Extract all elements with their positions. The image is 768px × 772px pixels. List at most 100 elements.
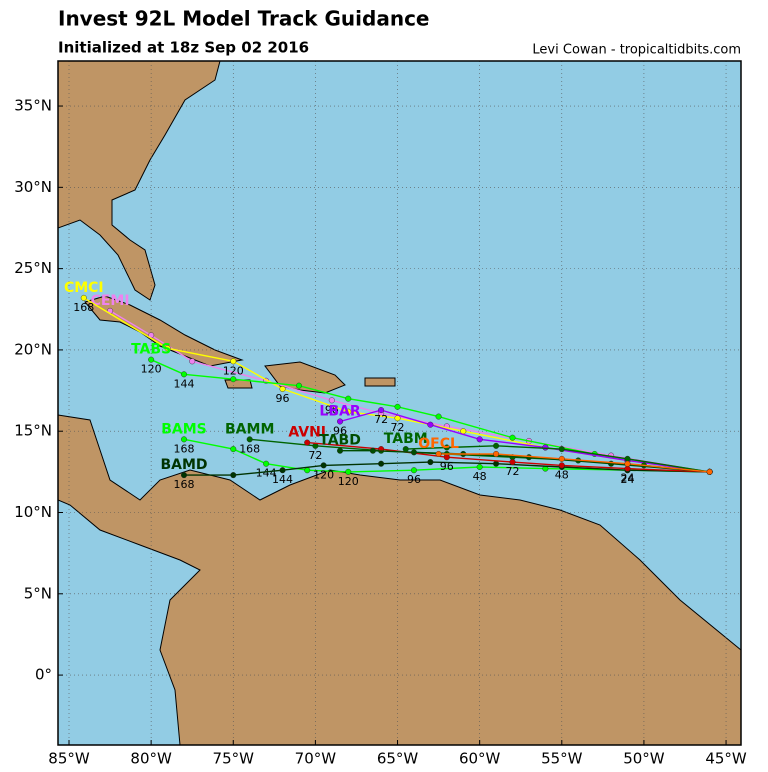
y-tick-label: 0°: [35, 666, 52, 684]
track-point: [476, 436, 483, 443]
track-point: [493, 442, 500, 449]
forecast-hour: 48: [555, 468, 569, 481]
model-label: BAMS: [161, 421, 207, 437]
plot-layer: 85°W 80°W 75°W 70°W 65°W 60°W 55°W 50°W 45°W 0° 5°…: [14, 61, 747, 768]
track-point: [410, 449, 417, 456]
cuba: [84, 295, 244, 367]
model-label: BAMM: [225, 421, 274, 437]
x-tick-label: 45°W: [705, 750, 747, 768]
track-point: [230, 446, 237, 453]
map-frame: [57, 60, 742, 746]
track-point: [80, 294, 87, 301]
track-point: [337, 418, 344, 425]
forecast-hour: 144: [173, 377, 194, 390]
y-tick-label: 30°N: [14, 178, 52, 196]
model-label: CEMI: [91, 293, 130, 309]
forecast-hour: 24: [620, 473, 634, 486]
forecast-hour: 96: [440, 460, 454, 473]
y-tick-label: 10°N: [14, 503, 52, 521]
track-point: [320, 462, 327, 469]
forecast-hour: 96: [333, 424, 347, 437]
model-label: BAMD: [160, 457, 207, 473]
model-label: TABD: [319, 433, 361, 449]
track-point: [328, 397, 335, 404]
track-point: [378, 407, 385, 414]
track-point: [345, 395, 352, 402]
track-point: [509, 434, 516, 441]
forecast-hour: 120: [313, 468, 334, 481]
forecast-hour: 144: [256, 467, 277, 480]
track-point: [246, 436, 253, 443]
track-point: [394, 403, 401, 410]
forecast-hour: 72: [391, 421, 405, 434]
track-line: [405, 445, 710, 473]
title: Invest 92L Model Track Guidance: [58, 7, 430, 31]
track-point: [304, 439, 311, 446]
track-point: [345, 408, 352, 415]
track-point: [706, 468, 713, 475]
track-point: [542, 444, 549, 451]
forecast-hour: 72: [308, 449, 322, 462]
track-point: [427, 459, 434, 466]
track-point: [148, 356, 155, 363]
x-tick-label: 70°W: [295, 750, 337, 768]
track-point: [304, 467, 311, 474]
forecast-hour: 120: [223, 364, 244, 377]
track-point: [189, 358, 196, 365]
forecast-hour: 168: [73, 301, 94, 314]
track-point: [279, 385, 286, 392]
x-tick-label: 55°W: [541, 750, 583, 768]
track-point: [230, 358, 237, 365]
track-point: [410, 467, 417, 474]
track-line: [184, 461, 710, 476]
track-point: [476, 463, 483, 470]
forecast-hour: 48: [473, 470, 487, 483]
x-tick-label: 85°W: [48, 750, 90, 768]
forecast-hour: 168: [173, 442, 194, 455]
model-label: TABS: [131, 342, 171, 358]
forecast-hour: 72: [506, 465, 520, 478]
model-label: AVNI: [288, 425, 326, 441]
x-tick-label: 60°W: [459, 750, 501, 768]
track-point: [263, 460, 270, 467]
x-tick-label: 80°W: [130, 750, 172, 768]
forecast-hour: 120: [338, 475, 359, 488]
track-point: [443, 444, 450, 451]
track-point: [230, 472, 237, 479]
model-label: LBAR: [319, 403, 360, 419]
track-point: [180, 371, 187, 378]
y-tick-label: 5°N: [24, 584, 52, 602]
central-south-america: [58, 414, 741, 745]
map-area: [58, 61, 741, 745]
track-point: [435, 413, 442, 420]
north-america: [58, 61, 221, 301]
subtitle: Initialized at 18z Sep 02 2016: [58, 39, 309, 57]
track-point: [427, 421, 434, 428]
track-point: [378, 460, 385, 467]
track-point: [180, 436, 187, 443]
forecast-hour: 120: [141, 363, 162, 376]
track-point: [558, 446, 565, 453]
track-point: [624, 460, 631, 467]
track-point: [369, 447, 376, 454]
track-point: [345, 468, 352, 475]
track-point: [493, 450, 500, 457]
track-point: [435, 450, 442, 457]
forecast-hour: 96: [407, 473, 421, 486]
track-point: [164, 345, 171, 352]
track-point: [509, 459, 516, 466]
forecast-hour: 96: [276, 392, 290, 405]
y-tick-label: 25°N: [14, 259, 52, 277]
track-line: [109, 310, 710, 473]
track-point: [230, 376, 237, 383]
puerto-rico: [364, 377, 396, 387]
y-tick-label: 15°N: [14, 422, 52, 440]
x-tick-label: 75°W: [213, 750, 255, 768]
x-tick-label: 50°W: [623, 750, 665, 768]
track-point: [443, 454, 450, 461]
model-label: TABM: [384, 431, 428, 447]
track-point: [279, 467, 286, 474]
track-point: [558, 455, 565, 462]
track-line: [150, 359, 710, 473]
